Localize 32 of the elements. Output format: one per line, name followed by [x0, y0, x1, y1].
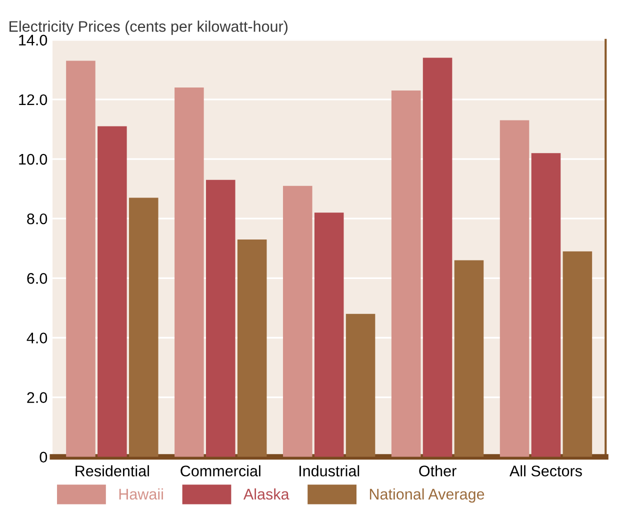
bar: [422, 58, 452, 457]
x-tick-label: Commercial: [180, 465, 260, 476]
bar: [98, 126, 127, 457]
y-tick-label: 4.0: [26, 332, 48, 344]
bar: [562, 251, 592, 457]
y-tick-label: 10.0: [19, 154, 48, 165]
x-tick-label: Residential: [76, 465, 149, 476]
bar: [391, 90, 421, 457]
y-tick-label: 14.0: [19, 34, 48, 46]
legend-label: Hawaii: [119, 488, 163, 500]
bar: [346, 314, 376, 457]
bar: [206, 180, 236, 457]
bar: [237, 239, 267, 457]
x-tick-label: All Sectors: [510, 465, 582, 476]
bar: [531, 153, 561, 457]
y-tick-label: 0: [40, 452, 48, 463]
x-tick-label: Other: [419, 465, 456, 476]
legend-label: Alaska: [243, 488, 290, 500]
y-tick-label: 8.0: [27, 213, 48, 224]
x-tick-label: Industrial: [300, 465, 360, 476]
bar: [454, 260, 484, 457]
y-axis-title: Electricity Prices (cents per kilowatt-hour): [10, 20, 288, 35]
bar: [174, 88, 204, 457]
y-tick-label: 2.0: [27, 392, 48, 403]
legend-label: National Average: [370, 488, 484, 503]
bar: [128, 198, 158, 457]
y-tick-label: 6.0: [27, 273, 48, 284]
bar: [500, 120, 530, 457]
bar: [282, 186, 312, 457]
bar: [314, 212, 344, 457]
y-tick-label: 12.0: [19, 94, 48, 106]
bar: [66, 60, 96, 457]
